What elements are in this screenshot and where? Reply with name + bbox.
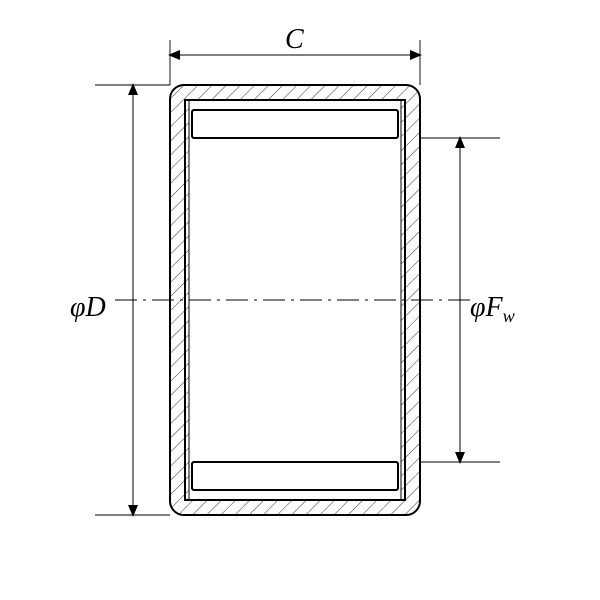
dimension-label-width: C [285, 24, 304, 56]
dimension-label-inner-fw: φFw [470, 292, 515, 327]
sub-w: w [503, 306, 515, 326]
phi-f: φF [470, 292, 503, 323]
technical-drawing: C φD φFw [0, 0, 600, 600]
dimension-label-outer-d: φD [70, 292, 106, 324]
